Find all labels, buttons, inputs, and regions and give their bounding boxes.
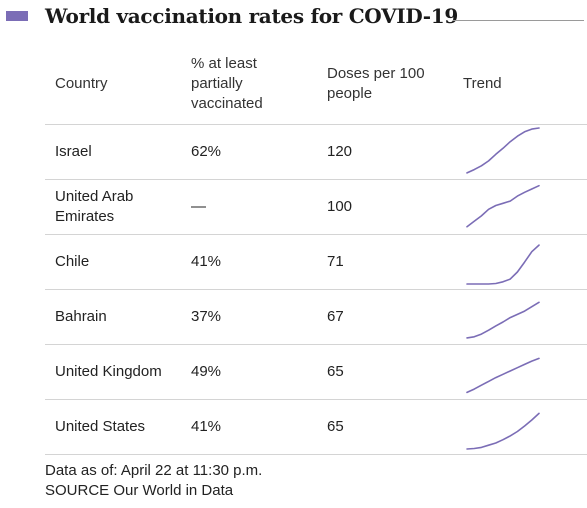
header-pct-vaccinated: % at least partially vaccinated <box>191 55 263 112</box>
title-marker <box>6 11 28 21</box>
cell-country: Bahrain <box>55 308 107 325</box>
cell-pct-vaccinated: 49% <box>191 363 222 380</box>
trend-line <box>466 412 540 450</box>
trend-sparkline <box>466 184 540 228</box>
row-divider <box>45 344 587 345</box>
table-row: United States 41% 65 <box>45 399 587 454</box>
trend-sparkline <box>466 127 540 174</box>
cell-doses: 120 <box>327 143 353 160</box>
row-divider <box>45 124 587 125</box>
cell-doses: 100 <box>327 198 353 215</box>
as-of-note: Data as of: April 22 at 11:30 p.m. <box>45 462 263 479</box>
cell-pct-vaccinated: 62% <box>191 143 222 160</box>
trend-line <box>466 301 540 339</box>
table-row: United Kingdom 49% 65 <box>45 344 587 399</box>
row-divider <box>45 399 587 400</box>
row-divider <box>45 234 587 235</box>
table-row: Chile 41% 71 <box>45 234 587 289</box>
trend-sparkline <box>466 412 540 450</box>
cell-pct-vaccinated: 37% <box>191 308 222 325</box>
table-row: Israel 62% 120 <box>45 124 587 179</box>
cell-country: Israel <box>55 143 92 160</box>
table-row: United Arab Emirates — 100 <box>45 179 587 234</box>
header-country: Country <box>55 75 108 92</box>
table-row: Bahrain 37% 67 <box>45 289 587 344</box>
table-header: Country % at least partially vaccinated … <box>45 52 587 124</box>
row-divider <box>45 289 587 290</box>
cell-doses: 71 <box>327 253 344 270</box>
source-note: SOURCE Our World in Data <box>45 482 234 499</box>
header-trend: Trend <box>463 75 502 92</box>
trend-sparkline <box>466 357 540 394</box>
cell-country: United Kingdom <box>55 363 162 380</box>
row-divider <box>45 179 587 180</box>
cell-doses: 67 <box>327 308 344 325</box>
cell-doses: 65 <box>327 363 344 380</box>
cell-country: Chile <box>55 253 90 270</box>
header-doses: Doses per 100 people <box>327 65 425 102</box>
header: World vaccination rates for COVID-19 <box>0 0 587 34</box>
cell-country: United Arab Emirates <box>55 188 134 225</box>
trend-line <box>466 244 540 285</box>
title-rule <box>453 20 584 21</box>
cell-doses: 65 <box>327 418 344 435</box>
trend-line <box>466 184 540 228</box>
trend-line <box>466 127 540 174</box>
page-title: World vaccination rates for COVID-19 <box>45 4 458 28</box>
trend-sparkline <box>466 244 540 285</box>
cell-pct-vaccinated: — <box>191 198 206 215</box>
cell-pct-vaccinated: 41% <box>191 418 222 435</box>
cell-country: United States <box>55 418 146 435</box>
trend-line <box>466 357 540 394</box>
cell-pct-vaccinated: 41% <box>191 253 222 270</box>
trend-sparkline <box>466 301 540 339</box>
row-divider <box>45 454 587 455</box>
